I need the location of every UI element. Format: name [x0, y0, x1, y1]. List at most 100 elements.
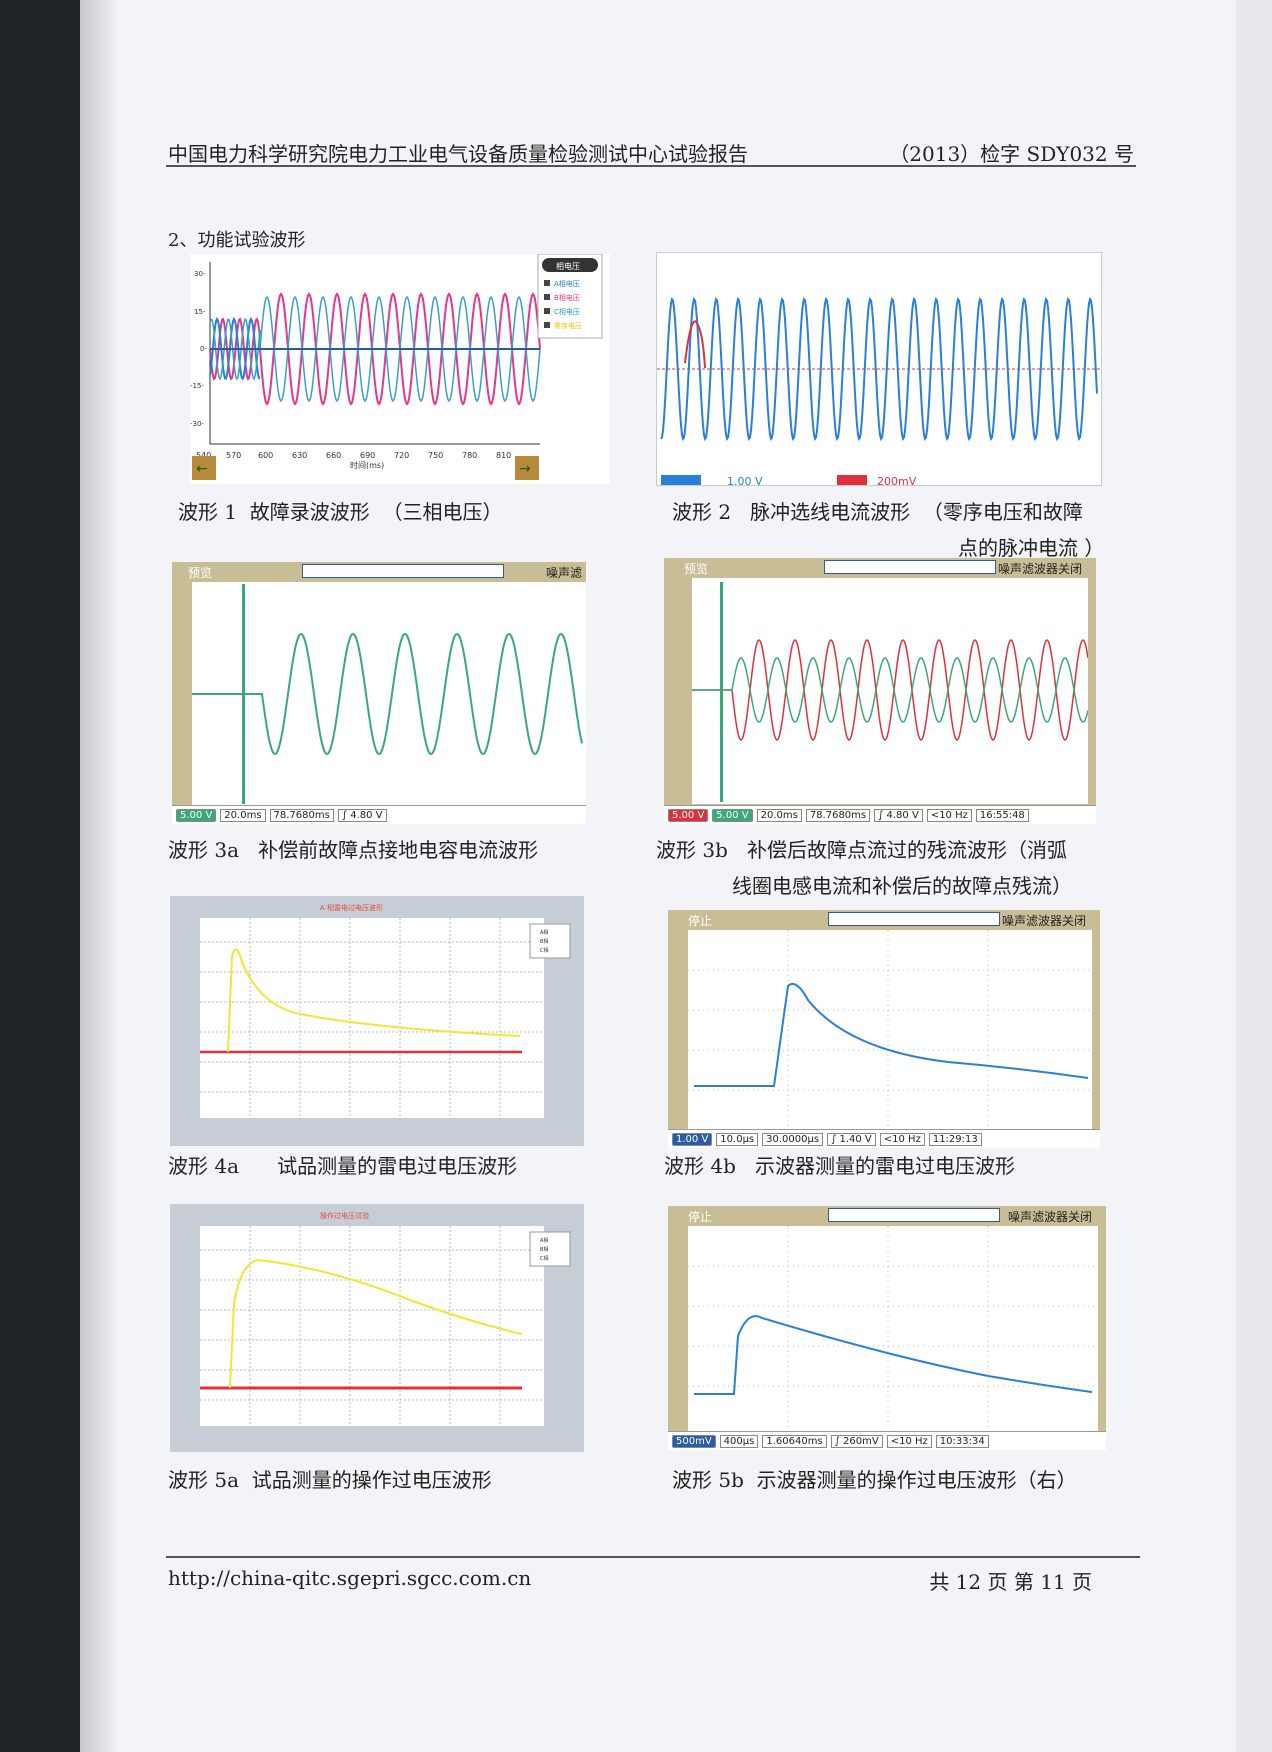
timebase-slider[interactable]: [828, 1208, 1000, 1222]
fig1-legend-item: 零序电压: [554, 321, 582, 330]
fig3b-wave-green: [692, 657, 1088, 723]
fig5a-caption: 波形 5a 试品测量的操作过电压波形: [168, 1468, 492, 1492]
fig4b-filter-hz: <10 Hz: [879, 1132, 925, 1146]
fig3b-filter-hz: <10 Hz: [926, 808, 972, 822]
fig4a-title: A 相雷电过电压波形: [320, 903, 383, 912]
fig5a-grid: [200, 1226, 544, 1426]
scroll-right-button[interactable]: [515, 456, 539, 480]
fig3a-filter: 噪声滤: [545, 566, 582, 580]
fig1-xtick: 570: [226, 451, 241, 460]
figure-2: 1.00 V 200mV: [656, 252, 1102, 486]
figure-4b: 停止 噪声滤波器关闭 1.00 V 10.0µs 30.0000µs ∫ 1.4…: [668, 910, 1100, 1148]
fig4b-time: 10.0µs: [716, 1132, 759, 1146]
fig3a-mode: 预览: [188, 566, 213, 580]
fig5b-pos: 1.60640ms: [762, 1434, 827, 1448]
fig1-ytick: -30-: [190, 420, 204, 428]
fig3a-trig: ∫ 4.80 V: [337, 808, 387, 822]
fig4b-mode: 停止: [688, 914, 713, 928]
fig5a-legend-item: C相: [540, 1255, 549, 1262]
fig5b-mode: 停止: [688, 1210, 713, 1224]
footer-page-count: 共 12 页 第 11 页: [929, 1570, 1092, 1594]
fig1-caption: 波形 1 故障录波波形 （三相电压）: [178, 500, 503, 524]
fig4a-legend-item: C相: [540, 947, 549, 954]
figure-5b: 停止 噪声滤波器关闭 500mV 400µs 1.60640ms ∫ 260mV…: [668, 1206, 1106, 1450]
fig3b-plot: [692, 578, 1088, 804]
fig5b-caption: 波形 5b 示波器测量的操作过电压波形（右）: [672, 1468, 1077, 1492]
fig5a-plot: 操作过电压试验 A相 B相 C相: [200, 1211, 571, 1426]
footer-rule: [166, 1556, 1140, 1558]
fig5a-legend-item: B相: [540, 1246, 548, 1253]
fig1-legend-title: 相电压: [556, 261, 580, 271]
fig5b-filter-hz: <10 Hz: [886, 1434, 932, 1448]
fig3b-clock: 16:55:48: [975, 808, 1029, 822]
page-edge: [1236, 0, 1272, 1752]
fig5a-legend-item: A相: [540, 1237, 548, 1244]
fig4a-caption: 波形 4a 试品测量的雷电过电压波形: [168, 1154, 518, 1178]
fig3a-caption: 波形 3a 补偿前故障点接地电容电流波形: [168, 838, 539, 862]
fig1-legend-item: A相电压: [554, 279, 580, 288]
fig4a-legend-item: A相: [540, 929, 548, 936]
fig1-ytick: 15-: [194, 308, 206, 316]
fig3b-time: 20.0ms: [756, 808, 802, 822]
fig1-wave-c: [209, 316, 261, 380]
fig5b-trig: ∫ 260mV: [830, 1434, 883, 1448]
fig4a-grid: [200, 918, 544, 1118]
figure-3b: 预览 噪声滤波器关闭 5.00 V 5.00 V 20.0ms 78.7680m…: [664, 558, 1096, 824]
fig1-plot: 30- 15- 0- -15- -30- 540 570 600 630 660…: [190, 254, 603, 480]
fig4b-caption: 波形 4b 示波器测量的雷电过电压波形: [664, 1154, 1015, 1178]
fig3b-mode: 预览: [684, 562, 709, 576]
fig3b-wave-red: [692, 639, 1088, 741]
fig3a-plot: [192, 582, 586, 806]
figure-3a: 预览 噪声滤 5.00 V 20.0ms 78.7680ms ∫ 4.80 V: [172, 562, 586, 824]
fig4a-legend-item: B相: [540, 938, 548, 945]
figure-1: 30- 15- 0- -15- -30- 540 570 600 630 660…: [190, 254, 610, 484]
report-title: 中国电力科学研究院电力工业电气设备质量检验测试中心试验报告: [168, 142, 748, 166]
arrow-right-icon: →: [519, 461, 531, 477]
fig1-ytick: 30-: [194, 270, 206, 278]
timebase-slider[interactable]: [824, 560, 996, 574]
fig1-ytick: 0-: [200, 345, 207, 353]
timebase-slider[interactable]: [302, 564, 504, 578]
fig4a-plot: A 相雷电过电压波形 A相 B相 C相: [200, 903, 571, 1118]
fig2-status: 200mV: [877, 475, 917, 485]
footer-url[interactable]: http://china-qitc.sgepri.sgcc.com.cn: [168, 1566, 532, 1590]
timebase-slider[interactable]: [828, 912, 1000, 926]
fig4a-wave: [227, 948, 521, 1053]
fig1-xtick: 600: [258, 451, 273, 460]
section-title: 2、功能试验波形: [168, 230, 306, 251]
fig1-xtick: 690: [360, 451, 375, 460]
report-number: （2013）检字 SDY032 号: [889, 142, 1134, 166]
fig5b-clock: 10:33:34: [935, 1434, 989, 1448]
fig1-xtick: 780: [462, 451, 477, 460]
fig4b-plot: [688, 930, 1092, 1130]
binding-shadow: [80, 0, 120, 1752]
fig1-xlabel: 时间(ms): [350, 460, 384, 470]
fig1-xtick: 750: [428, 451, 443, 460]
fig2-wave-blue: [660, 296, 1098, 442]
fig5a-wave: [229, 1258, 523, 1389]
fig5b-time: 400µs: [719, 1434, 759, 1448]
fig1-wave-b: [209, 292, 541, 406]
fig1-xtick: 660: [326, 451, 341, 460]
fig1-wave-a: [209, 295, 541, 403]
header-rule: [166, 165, 1136, 167]
fig3b-caption: 波形 3b 补偿后故障点流过的残流波形（消弧: [656, 838, 1067, 862]
fig1-ytick: -15-: [190, 382, 204, 390]
fig1-legend-item: C相电压: [554, 307, 580, 316]
fig2-plot: 1.00 V 200mV: [657, 296, 1101, 485]
fig5b-plot: [688, 1226, 1098, 1432]
scroll-left-button[interactable]: [192, 456, 216, 480]
fig2-status: 1.00 V: [727, 475, 763, 485]
fig5b-ch: 500mV: [672, 1434, 716, 1448]
arrow-left-icon: ←: [196, 461, 208, 477]
fig3b-trig: ∫ 4.80 V: [874, 808, 923, 822]
fig3b-caption-cont: 线圈电感电流和补偿后的故障点残流）: [732, 874, 1072, 898]
fig1-xtick: 630: [292, 451, 307, 460]
fig3b-ch3: 5.00 V: [712, 808, 753, 822]
fig1-xtick: 810: [496, 451, 511, 460]
fig4b-clock: 11:29:13: [928, 1132, 982, 1146]
fig5b-wave: [694, 1315, 1093, 1395]
figure-5a: 操作过电压试验 A相 B相 C相: [170, 1204, 584, 1452]
fig3b-pos: 78.7680ms: [805, 808, 871, 822]
fig1-legend-item: B相电压: [554, 293, 580, 302]
